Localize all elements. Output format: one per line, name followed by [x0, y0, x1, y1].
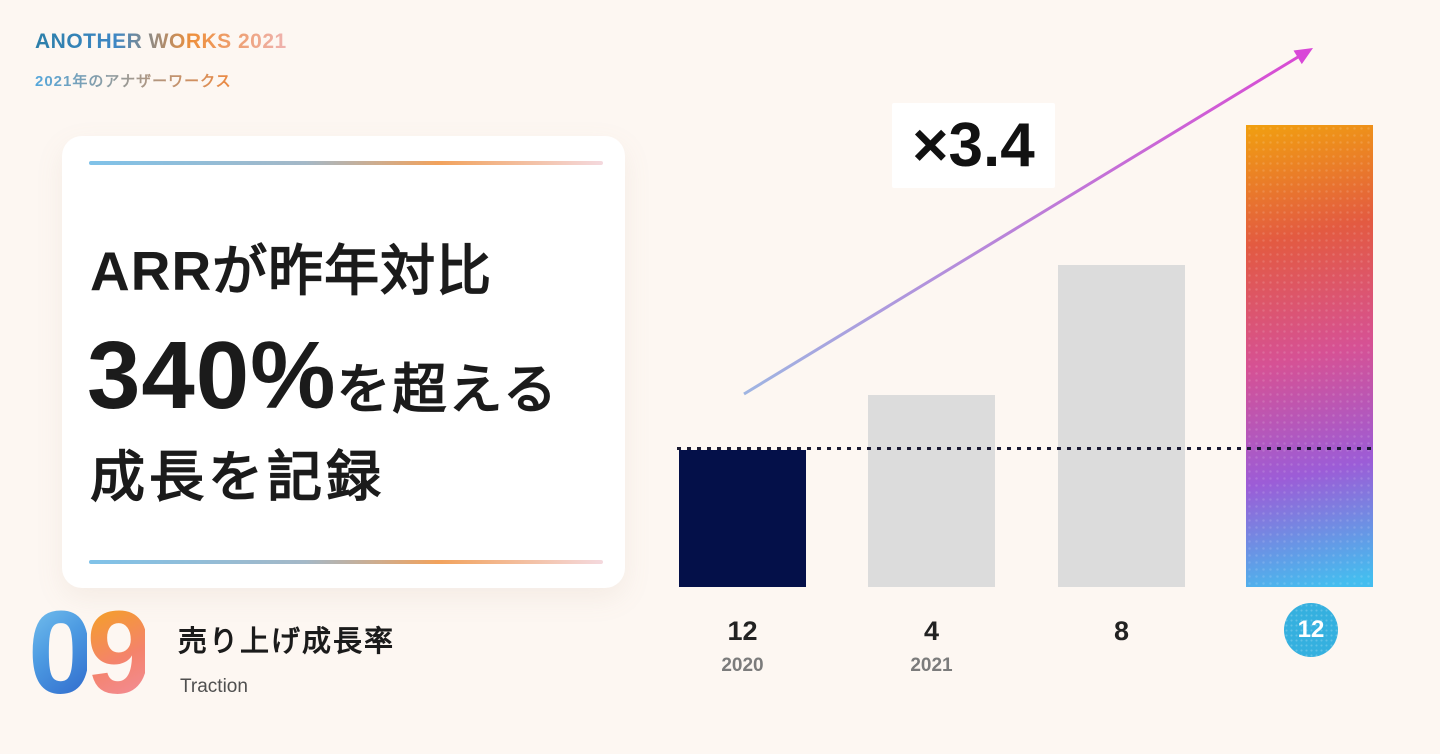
section-number-digit-0: 0 [28, 587, 94, 719]
bar-apr-2021 [868, 395, 995, 587]
section-number: 09 [28, 594, 152, 712]
headline-line2: 340%を超える [87, 328, 559, 424]
xlabel-month: 8 [1113, 616, 1130, 646]
arrowhead-icon [1293, 48, 1313, 65]
headline-line1: ARRが昨年対比 [90, 240, 493, 302]
xlabel-month: 4 [923, 616, 940, 646]
baseline-dotted-line [677, 447, 1376, 450]
headline-line2-rest: を超える [336, 360, 559, 420]
card-top-divider [89, 161, 603, 165]
bar-dec-2020 [679, 450, 806, 587]
xlabel-month: 12 [727, 616, 758, 646]
xlabel-dec-2021-badge: 12 [1284, 603, 1338, 657]
section-number-digit-9: 9 [86, 587, 153, 719]
brand-logo: ANOTHER WORKS 2021 [35, 30, 287, 53]
section-title-jp: 売り上げ成長率 [178, 626, 396, 658]
xlabel-year: 2020 [721, 655, 764, 676]
headline-card: ARRが昨年対比 340%を超える 成長を記録 [62, 136, 625, 588]
bar-aug-2021 [1058, 265, 1185, 587]
multiplier-callout: ×3.4 [892, 103, 1055, 188]
section-title-en: Traction [180, 676, 248, 697]
xlabel-dec-2020: 12 2020 [679, 616, 806, 676]
bar-dec-2021 [1246, 125, 1373, 587]
headline-line3: 成長を記録 [90, 446, 386, 508]
xlabel-apr-2021: 4 2021 [868, 616, 995, 676]
brand-subtitle: 2021年のアナザーワークス [35, 70, 232, 91]
xlabel-aug-2021: 8 [1058, 618, 1185, 645]
xlabel-year: 2021 [910, 655, 953, 676]
card-bottom-divider [89, 560, 603, 564]
headline-percent: 340% [87, 322, 337, 429]
